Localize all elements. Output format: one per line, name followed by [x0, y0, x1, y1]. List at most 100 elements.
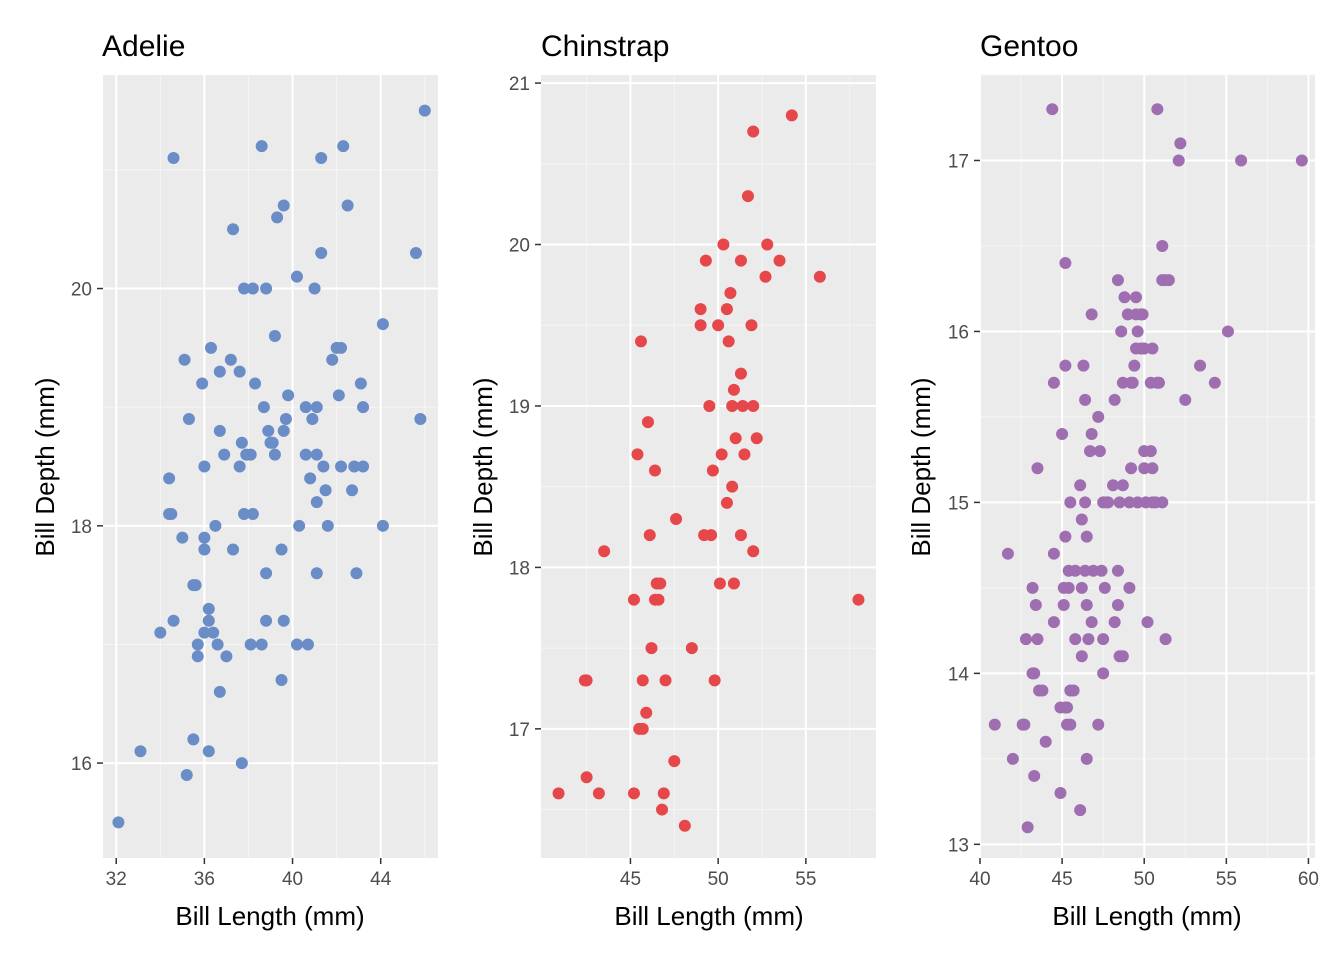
- data-points: [552, 109, 865, 832]
- data-point: [1057, 598, 1070, 611]
- data-point: [211, 638, 224, 651]
- data-point: [189, 579, 202, 592]
- data-point: [717, 238, 730, 251]
- data-point: [1108, 393, 1121, 406]
- data-point: [335, 460, 348, 473]
- data-point: [315, 152, 328, 165]
- data-point: [191, 638, 204, 651]
- data-point: [1208, 376, 1221, 389]
- data-point: [1172, 154, 1185, 167]
- y-tick-label: 18: [71, 517, 92, 538]
- data-point: [233, 365, 246, 378]
- data-point: [191, 650, 204, 663]
- data-point: [238, 507, 251, 520]
- data-point: [668, 755, 681, 768]
- data-point: [357, 401, 370, 414]
- data-point: [741, 190, 754, 203]
- data-point: [1174, 137, 1187, 150]
- data-point: [1146, 342, 1159, 355]
- data-point: [750, 432, 763, 445]
- data-point: [712, 319, 725, 332]
- data-point: [332, 389, 345, 402]
- plot-area: 45 50 55 17 18 19 20 21: [509, 74, 876, 890]
- data-point: [315, 246, 328, 259]
- data-point: [1075, 581, 1088, 594]
- data-point: [1085, 616, 1098, 629]
- y-tick-label: 21: [509, 74, 530, 95]
- data-point: [1018, 718, 1031, 731]
- data-point: [279, 413, 292, 426]
- data-point: [645, 642, 658, 655]
- data-point: [720, 303, 733, 316]
- data-point: [745, 319, 758, 332]
- data-point: [1080, 752, 1093, 765]
- data-point: [1079, 393, 1092, 406]
- data-point: [180, 768, 193, 781]
- data-point: [1064, 496, 1077, 509]
- y-tick-label: 17: [948, 151, 969, 172]
- data-point: [1047, 547, 1060, 560]
- data-point: [414, 413, 427, 426]
- data-point: [1064, 718, 1077, 731]
- data-point: [308, 282, 321, 295]
- data-point: [552, 787, 565, 800]
- panel-title: Gentoo: [980, 30, 1078, 63]
- data-point: [1069, 633, 1082, 646]
- data-point: [726, 399, 739, 412]
- data-point: [627, 593, 640, 606]
- data-point: [759, 270, 772, 283]
- data-point: [1156, 496, 1169, 509]
- panel-background: [103, 75, 438, 858]
- data-point: [165, 507, 178, 520]
- data-point: [1031, 462, 1044, 475]
- data-point: [310, 448, 323, 461]
- data-point: [260, 614, 273, 627]
- data-point: [1131, 496, 1144, 509]
- data-point: [246, 282, 259, 295]
- data-point: [761, 238, 774, 251]
- x-axis-title: Bill Length (mm): [1052, 901, 1241, 931]
- data-point: [813, 270, 826, 283]
- data-point: [319, 484, 332, 497]
- data-point: [627, 787, 640, 800]
- data-point: [266, 436, 279, 449]
- data-point: [178, 353, 191, 366]
- data-point: [580, 771, 593, 784]
- data-point: [1107, 479, 1120, 492]
- data-point: [346, 484, 359, 497]
- data-point: [1116, 376, 1129, 389]
- data-point: [233, 460, 246, 473]
- data-point: [112, 816, 125, 829]
- x-axis-title: Bill Length (mm): [175, 901, 364, 931]
- data-point: [163, 472, 176, 485]
- data-point: [335, 341, 348, 354]
- y-tick-label: 20: [509, 236, 530, 257]
- data-point: [218, 448, 231, 461]
- data-points: [112, 104, 431, 829]
- data-point: [1085, 428, 1098, 441]
- data-point: [1028, 667, 1041, 680]
- y-tick-label: 19: [509, 397, 530, 418]
- data-point: [734, 254, 747, 267]
- data-point: [1075, 513, 1088, 526]
- data-point: [1221, 325, 1234, 338]
- data-point: [1069, 564, 1082, 577]
- data-point: [275, 543, 288, 556]
- data-point: [1115, 325, 1128, 338]
- data-point: [580, 674, 593, 687]
- data-point: [354, 377, 367, 390]
- data-point: [1036, 684, 1049, 697]
- data-point: [409, 246, 422, 259]
- data-point: [1121, 308, 1134, 321]
- data-point: [204, 341, 217, 354]
- data-point: [227, 543, 240, 556]
- data-point: [1026, 581, 1039, 594]
- data-point: [249, 377, 262, 390]
- x-tick-label: 40: [282, 869, 303, 890]
- data-point: [1074, 804, 1087, 817]
- data-point: [1054, 787, 1067, 800]
- data-point: [238, 282, 251, 295]
- data-point: [726, 480, 739, 493]
- data-point: [290, 270, 303, 283]
- data-point: [1029, 598, 1042, 611]
